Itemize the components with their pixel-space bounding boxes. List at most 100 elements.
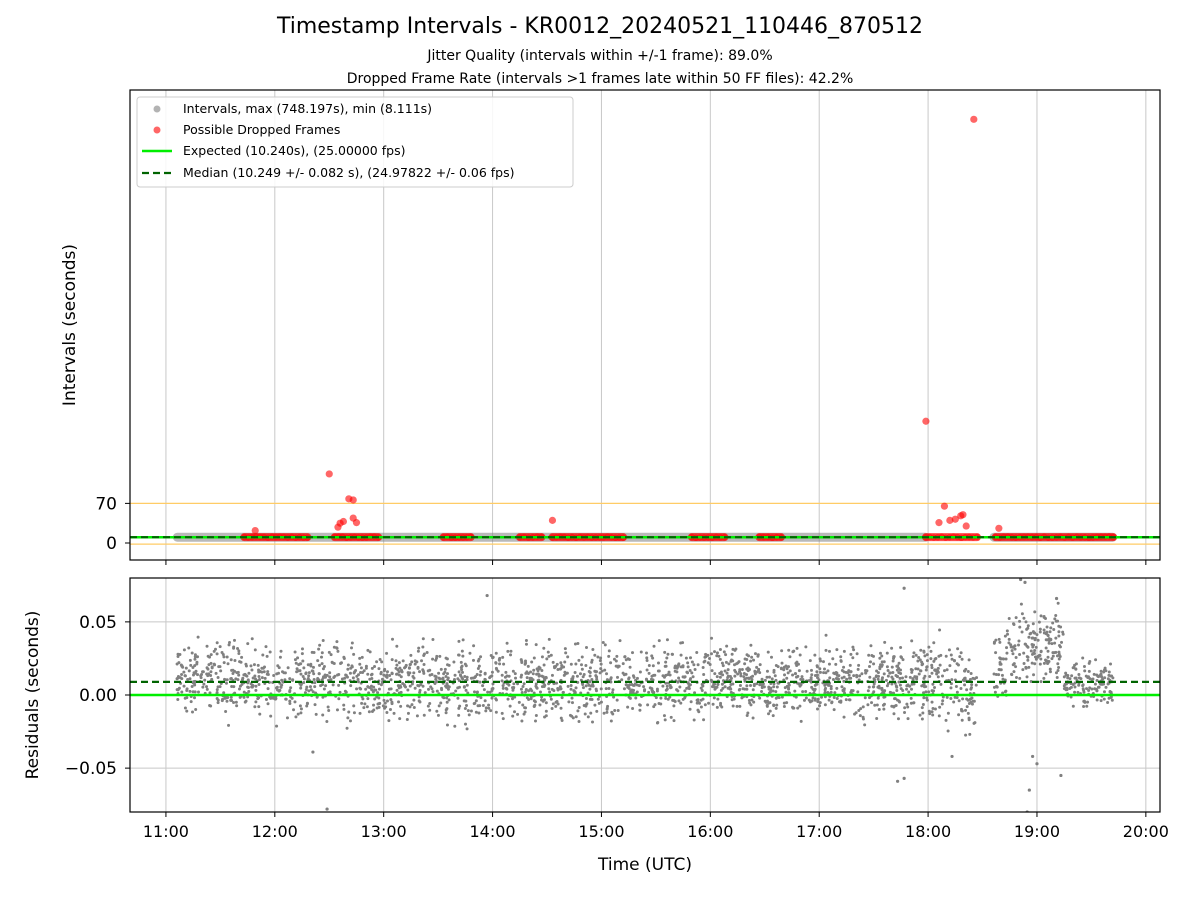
residual-point [876,677,880,681]
residual-point [421,668,425,672]
residual-point [1066,676,1070,680]
residual-point [1046,655,1050,659]
residual-point [453,673,457,677]
residual-point [373,664,377,668]
residual-point [788,655,792,659]
residual-point [491,686,495,690]
dropped-point [951,515,959,523]
residual-point [441,695,445,699]
residual-point [320,683,324,687]
residual-point [904,675,908,679]
residual-point [693,668,697,672]
residual-point [412,671,416,675]
residual-point [283,671,287,675]
residual-point [762,685,766,689]
residual-point [272,674,276,678]
x-tick-label: 13:00 [361,822,407,841]
residual-point [352,711,356,715]
residual-point [416,649,420,653]
residual-point [930,700,934,704]
residual-point [445,696,449,700]
residual-point [421,637,425,641]
residual-point [745,713,749,717]
residual-point [401,659,405,663]
residual-point [774,678,778,682]
residual-point [701,697,705,701]
residual-point [801,690,805,694]
residual-point [532,668,536,672]
residual-point [264,645,268,649]
residual-point [1035,762,1039,766]
residual-point [813,687,817,691]
residual-point [516,682,520,686]
residual-point [734,647,738,651]
residual-point [635,676,639,680]
residual-point [570,701,574,705]
residual-point [1029,680,1033,684]
residual-point [1087,689,1091,693]
residual-point [208,655,212,659]
residual-point [441,676,445,680]
residual-point [810,673,814,677]
residual-point [511,688,515,692]
residual-point [549,653,553,657]
residual-point [293,700,297,704]
residual-point [547,637,551,641]
residual-point [472,690,476,694]
residual-point [520,661,524,665]
residual-point [311,690,315,694]
residual-point [599,662,603,666]
residual-point [830,701,834,705]
residual-point [1019,578,1023,582]
residual-point [866,689,870,693]
residual-point [849,670,853,674]
residual-point [412,676,416,680]
residual-point [399,675,403,679]
residual-point [731,704,735,708]
residual-point [860,672,864,676]
residual-point [399,685,403,689]
residual-point [827,662,831,666]
residual-point [837,674,841,678]
residual-point [663,650,667,654]
residual-point [732,663,736,667]
residual-point [463,675,467,679]
residual-point [666,652,670,656]
residual-point [922,696,926,700]
residual-point [185,687,189,691]
residual-point [478,680,482,684]
residual-point [718,671,722,675]
residual-point [665,638,669,642]
residual-point [992,685,996,689]
residual-point [317,672,321,676]
residual-point [559,706,563,710]
residual-point [964,667,968,671]
residual-point [964,708,968,712]
residual-point [350,665,354,669]
residual-point [666,697,670,701]
residual-point [702,673,706,677]
residual-point [1087,669,1091,673]
residual-point [526,664,530,668]
residual-point [550,707,554,711]
residual-point [616,675,620,679]
residual-point [767,675,771,679]
residual-point [312,677,316,681]
residual-point [819,659,823,663]
residuals-data [130,578,1160,812]
residual-point [360,655,364,659]
residual-point [1107,696,1111,700]
residual-point [513,672,517,676]
x-tick-label: 15:00 [578,822,624,841]
residual-point [935,672,939,676]
residual-point [532,656,536,660]
residual-point [215,688,219,692]
residual-point [815,670,819,674]
residual-point [556,688,560,692]
residual-point [588,666,592,670]
residual-point [628,665,632,669]
residual-point [362,669,366,673]
residual-point [597,701,601,705]
residual-point [952,700,956,704]
residual-point [827,698,831,702]
